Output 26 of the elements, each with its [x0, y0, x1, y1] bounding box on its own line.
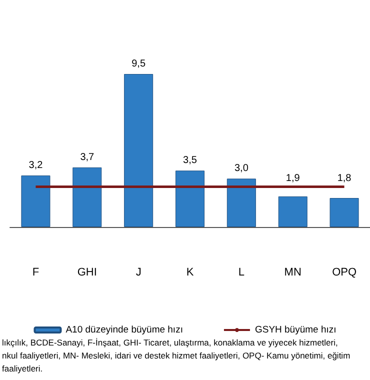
bar — [124, 74, 154, 227]
bar — [72, 167, 102, 227]
legend-label: GSYH büyüme hızı — [254, 324, 336, 336]
x-tick-label: MN — [284, 266, 302, 278]
bar — [278, 196, 308, 227]
data-label: 9,5 — [132, 58, 146, 70]
bar — [176, 170, 204, 227]
data-label: 3,0 — [234, 163, 249, 174]
x-tick-label: K — [186, 266, 194, 278]
x-tick-label: L — [238, 266, 244, 278]
bar — [330, 198, 359, 227]
text: lıkçılık, BCDE-Sanayi, F-İnşaat, GHI- Ticaret, ulaştırma, konaklama ve yiyecek hizmetleri, — [2, 338, 338, 348]
x-tick-label: GHI — [77, 266, 97, 278]
bar — [21, 175, 50, 227]
data-label: 3,5 — [183, 155, 198, 166]
x-tick-label: OPQ — [332, 266, 357, 278]
text: nkul faaliyetleri, MN- Mesleki, idari ve destek hizmet faaliyetleri, OPQ- Kamu yönetimi, eğitim — [2, 350, 350, 360]
bar — [226, 178, 256, 227]
legend-label: A10 düzeyinde büyüme hızı — [66, 324, 183, 336]
text: faaliyetleri. — [2, 364, 43, 374]
data-label: 1,8 — [337, 173, 352, 184]
data-label: 3,7 — [80, 152, 95, 163]
data-label: 3,2 — [28, 160, 44, 171]
x-tick-label: J — [136, 266, 142, 278]
x-tick-label: F — [32, 266, 40, 278]
data-label: 1,9 — [286, 173, 300, 184]
